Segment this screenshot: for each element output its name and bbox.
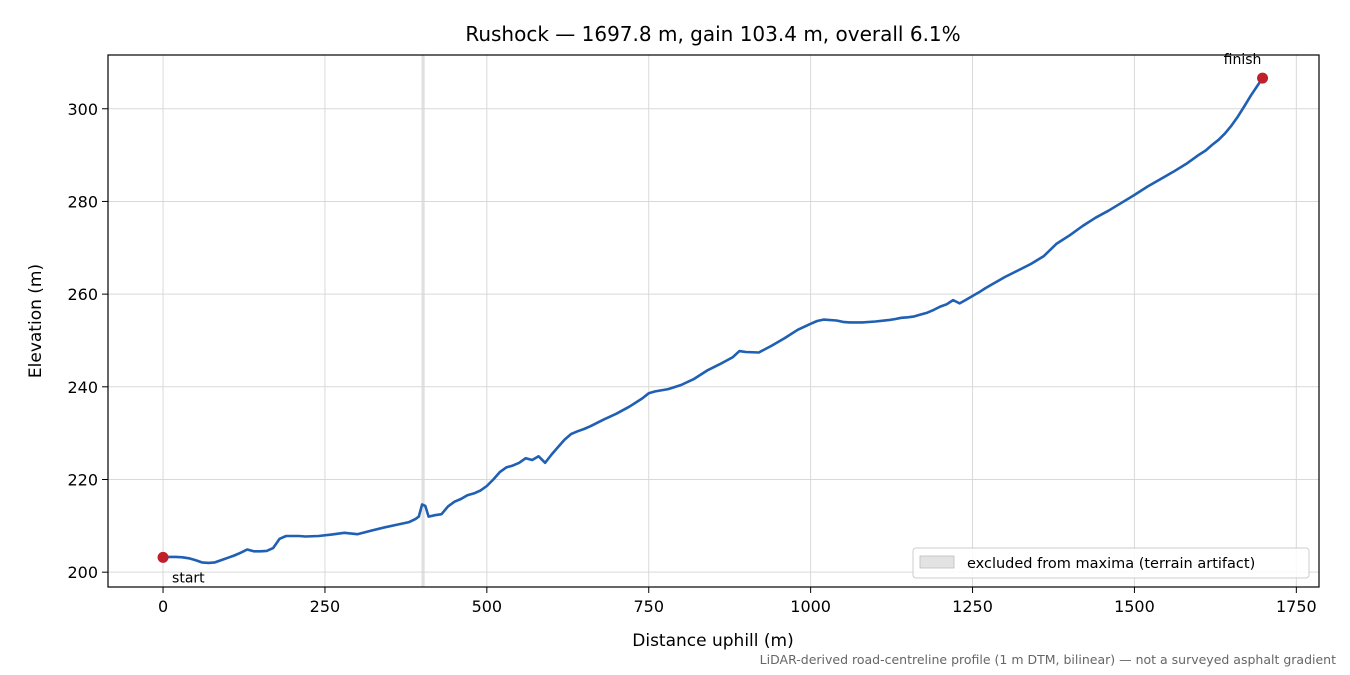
y-tick-label: 200 xyxy=(67,563,98,582)
markers-layer: start finish xyxy=(157,52,1269,586)
y-tick-label: 300 xyxy=(67,100,98,119)
gridlines xyxy=(108,55,1319,587)
ticks-layer: 0 250 500 750 1000 1250 1500 1750 200 220 240 260 28… xyxy=(67,100,1316,616)
chart-title: Rushock — 1697.8 m, gain 103.4 m, overal… xyxy=(465,22,960,46)
footnote: LiDAR-derived road-centreline profile (1… xyxy=(760,652,1336,667)
finish-marker xyxy=(1257,72,1269,84)
x-tick-label: 1750 xyxy=(1276,597,1317,616)
start-marker xyxy=(157,551,169,563)
legend: excluded from maxima (terrain artifact) xyxy=(912,547,1310,579)
y-tick-label: 260 xyxy=(67,285,98,304)
x-tick-label: 250 xyxy=(310,597,341,616)
plot-frame xyxy=(107,54,1320,588)
x-axis-label: Distance uphill (m) xyxy=(632,631,793,651)
x-tick-label: 1000 xyxy=(790,597,831,616)
excluded-band xyxy=(421,55,425,587)
legend-swatch-excluded xyxy=(919,555,955,569)
excluded-band-layer xyxy=(421,55,425,587)
legend-entry-excluded: excluded from maxima (terrain artifact) xyxy=(967,556,1255,572)
x-tick-label: 750 xyxy=(633,597,664,616)
elevation-line xyxy=(161,76,1264,565)
x-tick-label: 0 xyxy=(158,597,168,616)
y-tick-label: 220 xyxy=(67,470,98,489)
y-tick-label: 280 xyxy=(67,192,98,211)
x-tick-label: 500 xyxy=(472,597,503,616)
x-tick-label: 1500 xyxy=(1114,597,1155,616)
finish-label: finish xyxy=(1224,52,1262,68)
legend-box xyxy=(912,547,1310,579)
y-tick-label: 240 xyxy=(67,378,98,397)
start-label: start xyxy=(172,570,205,586)
x-tick-label: 1250 xyxy=(952,597,993,616)
series-layer xyxy=(161,76,1264,565)
y-axis-label: Elevation (m) xyxy=(26,264,46,378)
